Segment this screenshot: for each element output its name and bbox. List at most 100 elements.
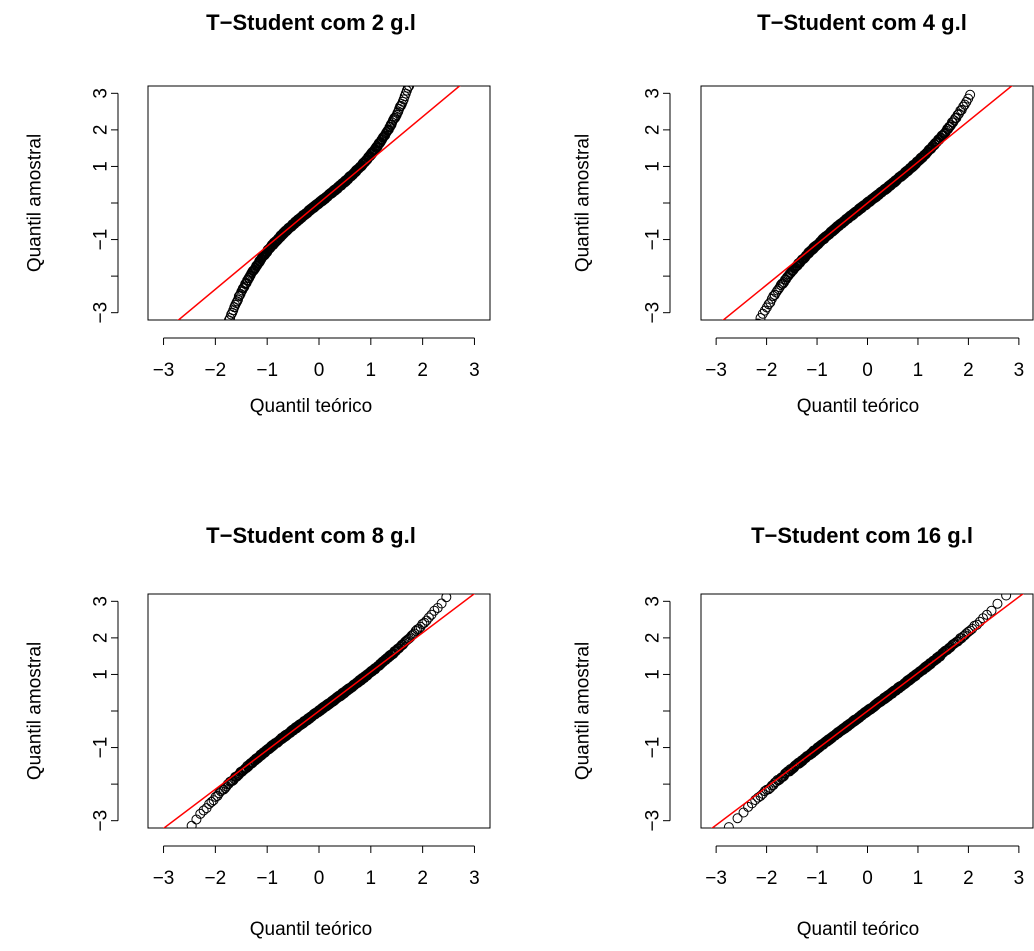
reference-line (162, 594, 476, 828)
reference-line (177, 86, 461, 320)
qq-point (225, 319, 231, 320)
y-axis-label: Quantil amostral (25, 642, 46, 780)
qq-panel-4: T−Student com 16 g.l −3 −2 −1 0 1 2 3 Quantil te… (573, 523, 1034, 940)
qq-point (436, 598, 447, 609)
qq-point (191, 814, 202, 825)
x-tick-label: 3 (469, 868, 480, 889)
qq-points (754, 89, 976, 320)
x-tick-label: −2 (756, 868, 778, 889)
plot-frame (700, 593, 1034, 829)
x-tick-label: 2 (417, 868, 428, 889)
qq-point (402, 86, 413, 93)
x-tick-label: −3 (153, 360, 175, 381)
qq-point (221, 326, 230, 335)
qq-point (412, 624, 423, 635)
x-tick-label: −3 (705, 360, 727, 381)
x-tick-label: 3 (1014, 868, 1025, 889)
qq-point (222, 323, 231, 332)
y-tick-label: −3 (643, 302, 664, 324)
qq-point (761, 302, 772, 313)
qq-point (958, 101, 969, 112)
qq-point (441, 594, 452, 603)
y-tick-label: 1 (91, 669, 112, 680)
y-tick-label: 3 (643, 596, 664, 607)
x-tick-label: −3 (153, 868, 175, 889)
qq-point (198, 805, 209, 816)
y-tick-label: −1 (91, 229, 112, 251)
qq-point (1001, 594, 1012, 601)
y-tick-label: 2 (643, 125, 664, 136)
y-tick-label: −1 (91, 737, 112, 759)
y-tick-label: 3 (91, 596, 112, 607)
qq-point (457, 572, 466, 581)
qq-point (218, 784, 229, 795)
qq-point (743, 801, 754, 812)
plot-frame (147, 593, 491, 829)
x-tick-label: 1 (913, 360, 924, 381)
x-tick-label: −3 (705, 868, 727, 889)
x-axis-label: Quantil teórico (797, 919, 920, 940)
qq-point (404, 86, 415, 91)
x-axis: −3 −2 −1 0 1 2 3 (153, 337, 480, 381)
y-tick-label: 3 (91, 88, 112, 99)
y-tick-label: 3 (643, 88, 664, 99)
y-tick-label: 1 (91, 161, 112, 172)
y-axis: −3 −1 1 2 3 (91, 596, 119, 832)
x-axis: −3 −2 −1 0 1 2 3 (705, 337, 1024, 381)
x-axis-label: Quantil teórico (250, 919, 373, 940)
y-tick-label: −1 (643, 229, 664, 251)
x-tick-label: −1 (256, 868, 278, 889)
reference-line (722, 86, 1013, 320)
y-axis-label: Quantil amostral (573, 642, 594, 780)
x-tick-label: 3 (469, 360, 480, 381)
x-tick-label: −2 (205, 360, 227, 381)
x-tick-label: 0 (314, 360, 325, 381)
y-axis-label: Quantil amostral (25, 134, 46, 272)
qq-point (429, 605, 440, 616)
qq-point (219, 331, 228, 340)
x-tick-label: 1 (366, 360, 377, 381)
qq-point (965, 89, 976, 100)
qq-point (978, 613, 989, 624)
x-tick-label: 0 (314, 868, 325, 889)
x-axis: −3 −2 −1 0 1 2 3 (705, 845, 1025, 889)
qq-point (771, 287, 782, 298)
plot-frame (700, 85, 1034, 321)
y-tick-label: −3 (643, 810, 664, 832)
qq-point (381, 127, 392, 138)
y-tick-label: −3 (91, 810, 112, 832)
y-tick-label: −3 (91, 302, 112, 324)
qq-point (732, 813, 743, 824)
qq-panel-2: T−Student com 4 g.l −3 −2 −1 0 1 2 3 Quantil teó… (573, 10, 1034, 417)
x-tick-label: −1 (256, 360, 278, 381)
x-axis: −3 −2 −1 0 1 2 3 (153, 845, 480, 889)
y-tick-label: 1 (643, 161, 664, 172)
qq-point (738, 807, 749, 818)
qq-point (759, 305, 770, 316)
qq-point (423, 612, 434, 623)
chart-title: T−Student com 16 g.l (751, 523, 973, 548)
chart-title: T−Student com 4 g.l (757, 10, 967, 35)
x-tick-label: 0 (862, 868, 873, 889)
x-axis-label: Quantil teórico (250, 396, 373, 417)
y-tick-label: 2 (91, 633, 112, 644)
x-tick-label: 2 (417, 360, 428, 381)
y-axis-label: Quantil amostral (573, 134, 594, 272)
qq-point (390, 113, 401, 124)
y-tick-label: −1 (643, 737, 664, 759)
x-tick-label: 0 (862, 360, 873, 381)
qq-point (210, 791, 221, 802)
qq-panel-3: T−Student com 8 g.l −3 −2 −1 0 1 2 3 Quantil teó… (25, 523, 491, 940)
x-tick-label: 2 (963, 868, 974, 889)
plot-frame (147, 85, 491, 321)
qq-points (219, 86, 415, 340)
chart-title: T−Student com 8 g.l (206, 523, 416, 548)
y-tick-label: 2 (643, 633, 664, 644)
y-tick-label: 2 (91, 125, 112, 136)
qq-point (754, 318, 762, 320)
x-tick-label: 1 (366, 868, 377, 889)
qq-point (949, 115, 960, 126)
x-tick-label: 2 (963, 360, 974, 381)
qq-point (763, 299, 774, 310)
